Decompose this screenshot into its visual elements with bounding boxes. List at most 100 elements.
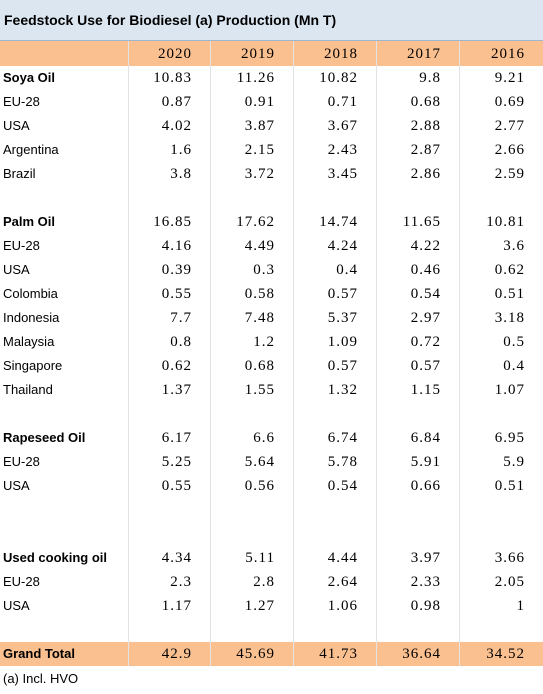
- cell-value: 0.69: [494, 94, 525, 110]
- row-label: USA: [3, 598, 30, 613]
- cell-value: 2.97: [410, 310, 441, 326]
- cell-value: 3.45: [327, 166, 358, 182]
- column-divider: [128, 41, 129, 666]
- column-header: 2017: [407, 46, 441, 62]
- row-label: Brazil: [3, 166, 36, 181]
- cell-value: 0.51: [494, 286, 525, 302]
- group-value: 10.82: [319, 70, 358, 86]
- cell-value: 1.32: [327, 382, 358, 398]
- cell-value: 3.72: [244, 166, 275, 182]
- cell-value: 1.06: [327, 598, 358, 614]
- header-bar: [0, 41, 543, 66]
- cell-value: 5.64: [244, 454, 275, 470]
- total-label: Grand Total: [3, 646, 75, 661]
- column-divider: [210, 41, 211, 666]
- row-label: Singapore: [3, 358, 63, 373]
- cell-value: 3.18: [494, 310, 525, 326]
- column-header: 2016: [491, 46, 525, 62]
- cell-value: 5.78: [327, 454, 358, 470]
- row-label: EU-28: [3, 238, 40, 253]
- row-label: Malaysia: [3, 334, 55, 349]
- column-divider: [293, 41, 294, 666]
- cell-value: 2.59: [494, 166, 525, 182]
- title: Feedstock Use for Biodiesel (a) Producti…: [4, 12, 337, 28]
- cell-value: 2.64: [327, 574, 358, 590]
- row-label: EU-28: [3, 454, 40, 469]
- cell-value: 0.54: [327, 478, 358, 494]
- cell-value: 2.3: [170, 574, 192, 590]
- cell-value: 3.8: [170, 166, 192, 182]
- row-label: Indonesia: [3, 310, 60, 325]
- group-value: 3.97: [410, 550, 441, 566]
- cell-value: 0.66: [410, 478, 441, 494]
- cell-value: 0.68: [244, 358, 275, 374]
- cell-value: 1: [516, 598, 525, 614]
- cell-value: 2.43: [327, 142, 358, 158]
- group-value: 11.65: [402, 214, 441, 230]
- cell-value: 0.68: [410, 94, 441, 110]
- cell-value: 1.09: [327, 334, 358, 350]
- group-value: 4.34: [161, 550, 192, 566]
- total-bar: [0, 642, 543, 666]
- cell-value: 1.55: [244, 382, 275, 398]
- cell-value: 0.71: [327, 94, 358, 110]
- cell-value: 7.48: [244, 310, 275, 326]
- row-label: USA: [3, 478, 30, 493]
- row-label: EU-28: [3, 94, 40, 109]
- cell-value: 4.22: [410, 238, 441, 254]
- cell-value: 1.6: [170, 142, 192, 158]
- cell-value: 0.5: [503, 334, 525, 350]
- column-divider: [376, 41, 377, 666]
- group-label: Soya Oil: [3, 70, 56, 85]
- cell-value: 4.16: [161, 238, 192, 254]
- group-label: Used cooking oil: [3, 550, 108, 565]
- cell-value: 0.72: [410, 334, 441, 350]
- cell-value: 2.15: [244, 142, 275, 158]
- cell-value: 3.87: [244, 118, 275, 134]
- total-value: 42.9: [161, 646, 192, 662]
- total-value: 41.73: [319, 646, 358, 662]
- cell-value: 2.33: [410, 574, 441, 590]
- group-value: 6.6: [253, 430, 275, 446]
- total-value: 45.69: [236, 646, 275, 662]
- cell-value: 5.25: [161, 454, 192, 470]
- group-label: Palm Oil: [3, 214, 56, 229]
- cell-value: 3.6: [503, 238, 525, 254]
- group-value: 9.8: [419, 70, 441, 86]
- cell-value: 3.67: [327, 118, 358, 134]
- cell-value: 2.66: [494, 142, 525, 158]
- row-label: USA: [3, 262, 30, 277]
- group-value: 17.62: [236, 214, 275, 230]
- cell-value: 0.87: [161, 94, 192, 110]
- row-label: EU-28: [3, 574, 40, 589]
- column-header: 2020: [158, 46, 192, 62]
- cell-value: 0.57: [410, 358, 441, 374]
- cell-value: 0.54: [410, 286, 441, 302]
- group-value: 9.21: [494, 70, 525, 86]
- column-header: 2018: [324, 46, 358, 62]
- title-bar: [0, 0, 543, 41]
- cell-value: 0.3: [253, 262, 275, 278]
- cell-value: 4.24: [327, 238, 358, 254]
- group-value: 16.85: [153, 214, 192, 230]
- group-label: Rapeseed Oil: [3, 430, 86, 445]
- cell-value: 5.91: [410, 454, 441, 470]
- cell-value: 0.57: [327, 286, 358, 302]
- cell-value: 5.37: [327, 310, 358, 326]
- group-value: 4.44: [327, 550, 358, 566]
- cell-value: 0.91: [244, 94, 275, 110]
- cell-value: 0.56: [244, 478, 275, 494]
- cell-value: 0.4: [503, 358, 525, 374]
- cell-value: 2.77: [494, 118, 525, 134]
- cell-value: 0.55: [161, 286, 192, 302]
- group-value: 3.66: [494, 550, 525, 566]
- group-value: 6.74: [327, 430, 358, 446]
- group-value: 10.81: [486, 214, 525, 230]
- cell-value: 1.07: [494, 382, 525, 398]
- footnote: (a) Incl. HVO: [3, 671, 79, 686]
- cell-value: 0.57: [327, 358, 358, 374]
- cell-value: 0.46: [410, 262, 441, 278]
- cell-value: 1.27: [244, 598, 275, 614]
- group-value: 10.83: [153, 70, 192, 86]
